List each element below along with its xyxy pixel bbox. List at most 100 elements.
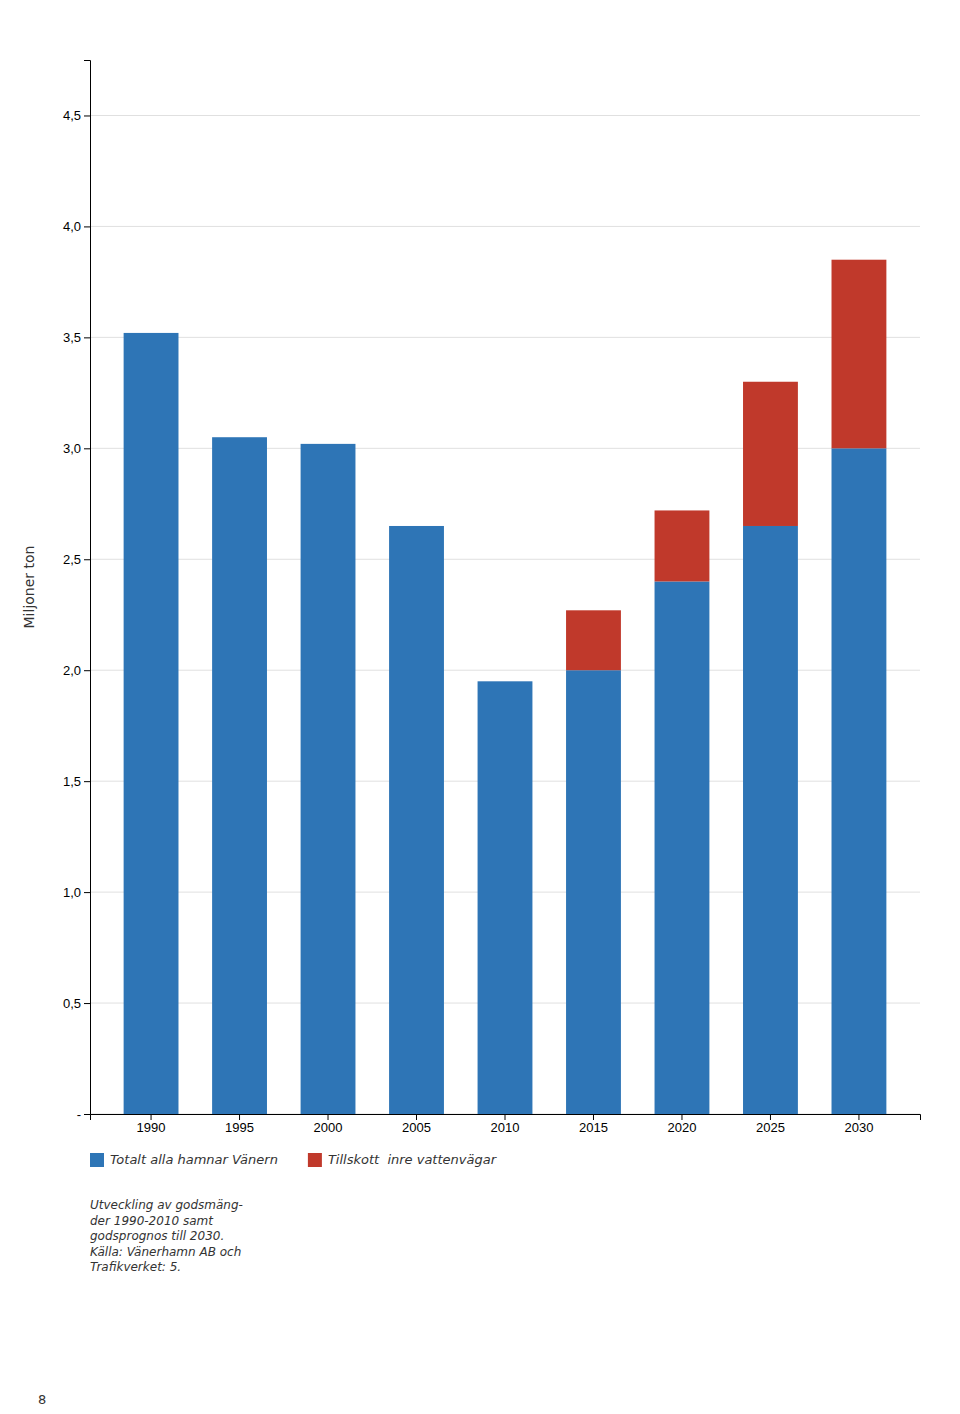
- tick: 4,0: [63, 219, 90, 234]
- tick: 2030: [844, 1114, 873, 1135]
- tick: 2,0: [63, 663, 90, 678]
- bar: [124, 332, 179, 333]
- grid-line: [90, 226, 920, 227]
- tick: -: [77, 1107, 90, 1122]
- tick-label: 3,5: [63, 330, 81, 345]
- caption: Utveckling av godsmäng-der 1990-2010 sam…: [90, 1198, 243, 1274]
- tick: 0,5: [63, 996, 90, 1011]
- tick: 3,0: [63, 441, 90, 456]
- legend-label: Tillskott inre vattenvägar: [328, 1152, 498, 1167]
- page-number: 8: [38, 1392, 46, 1407]
- tick-label: 0,5: [63, 996, 81, 1011]
- tick-mark: [239, 1114, 240, 1120]
- x-axis: 1990 1995 2000 2005 2010 2015 2020 2025 2030: [91, 1114, 921, 1135]
- tick-label: 1,5: [63, 774, 81, 789]
- grid-line: [90, 337, 920, 338]
- bar: [743, 382, 798, 526]
- tick: 2005: [402, 1114, 431, 1135]
- tick-mark: [84, 670, 90, 671]
- series: [124, 333, 887, 1114]
- tick-label: 4,5: [63, 108, 81, 123]
- axis-line: [84, 61, 91, 1115]
- bar: [655, 510, 710, 581]
- tick-label: 1990: [137, 1120, 166, 1135]
- axis-line: [91, 1115, 921, 1121]
- grid-line: [90, 115, 920, 116]
- tick-mark: [84, 448, 90, 449]
- tick-mark: [84, 892, 90, 893]
- tick-label: 2,0: [63, 663, 81, 678]
- tick-mark: [858, 1114, 859, 1120]
- bar: [832, 260, 887, 449]
- tick-mark: [84, 337, 90, 338]
- tick-mark: [84, 559, 90, 560]
- bar: [301, 444, 356, 1114]
- series: [566, 260, 886, 671]
- tick-mark: [151, 1114, 152, 1120]
- tick-label: 3,0: [63, 441, 81, 456]
- tick: 1995: [225, 1114, 254, 1135]
- tick-mark: [770, 1114, 771, 1120]
- legend: Totalt alla hamnar Vänern Tillskott inre …: [90, 1152, 498, 1167]
- tick: 2000: [314, 1114, 343, 1135]
- plot-area: - 0,5 1,0 1,5 2,0 2,5 3,0 3,5 4,0 4,5 1990 1995 2000…: [21, 61, 921, 1136]
- caption-line: Källa: Vänerhamn AB och: [90, 1245, 241, 1259]
- tick: 2020: [668, 1114, 697, 1135]
- tick-mark: [681, 1114, 682, 1120]
- tick-label: 2010: [491, 1120, 520, 1135]
- tick-mark: [84, 226, 90, 227]
- tick: 1,0: [63, 885, 90, 900]
- tick: 3,5: [63, 330, 90, 345]
- tick-mark: [84, 781, 90, 782]
- caption-line: Utveckling av godsmäng-: [90, 1198, 243, 1212]
- tick: 2,5: [63, 552, 90, 567]
- bar: [478, 681, 533, 682]
- bar: [832, 448, 887, 1114]
- caption-line: der 1990-2010 samt: [90, 1214, 214, 1228]
- tick-mark: [84, 1003, 90, 1004]
- legend-swatch: [90, 1153, 104, 1167]
- chart: - 0,5 1,0 1,5 2,0 2,5 3,0 3,5 4,0 4,5 1990 1995 2000…: [0, 0, 960, 1414]
- tick-mark: [505, 1114, 506, 1120]
- tick-mark: [84, 1114, 90, 1115]
- tick-label: 2005: [402, 1120, 431, 1135]
- tick-label: 2000: [314, 1120, 343, 1135]
- tick-label: 1995: [225, 1120, 254, 1135]
- y-axis-title: Miljoner ton: [21, 546, 37, 629]
- tick-mark: [84, 115, 90, 116]
- bar: [212, 437, 267, 1114]
- y-axis: - 0,5 1,0 1,5 2,0 2,5 3,0 3,5 4,0 4,5: [63, 61, 91, 1122]
- bar: [389, 525, 444, 526]
- tick: 2015: [579, 1114, 608, 1135]
- tick-label: 2030: [844, 1120, 873, 1135]
- tick: 2010: [491, 1114, 520, 1135]
- tick: 1990: [137, 1114, 166, 1135]
- bar: [478, 681, 533, 1114]
- tick-label: 2,5: [63, 552, 81, 567]
- bar: [212, 437, 267, 438]
- tick: 2025: [756, 1114, 785, 1135]
- legend-swatch: [308, 1153, 322, 1167]
- caption-line: godsprognos till 2030.: [90, 1229, 224, 1243]
- tick-mark: [593, 1114, 594, 1120]
- bar: [566, 610, 621, 670]
- bar: [566, 670, 621, 1114]
- tick-label: -: [77, 1107, 81, 1122]
- bars: [124, 260, 887, 1114]
- tick-label: 2020: [668, 1120, 697, 1135]
- tick-mark: [328, 1114, 329, 1120]
- grid: [90, 115, 920, 1114]
- tick-label: 2015: [579, 1120, 608, 1135]
- bar: [389, 526, 444, 1114]
- legend-item: Totalt alla hamnar Vänern: [90, 1152, 278, 1167]
- tick-mark: [416, 1114, 417, 1120]
- bar: [124, 333, 179, 1114]
- tick-label: 4,0: [63, 219, 81, 234]
- legend-label: Totalt alla hamnar Vänern: [110, 1152, 278, 1167]
- tick: 4,5: [63, 108, 90, 123]
- bar: [743, 526, 798, 1114]
- legend-item: Tillskott inre vattenvägar: [308, 1152, 498, 1167]
- tick-label: 1,0: [63, 885, 81, 900]
- caption-line: Trafikverket: 5.: [90, 1260, 181, 1274]
- tick-label: 2025: [756, 1120, 785, 1135]
